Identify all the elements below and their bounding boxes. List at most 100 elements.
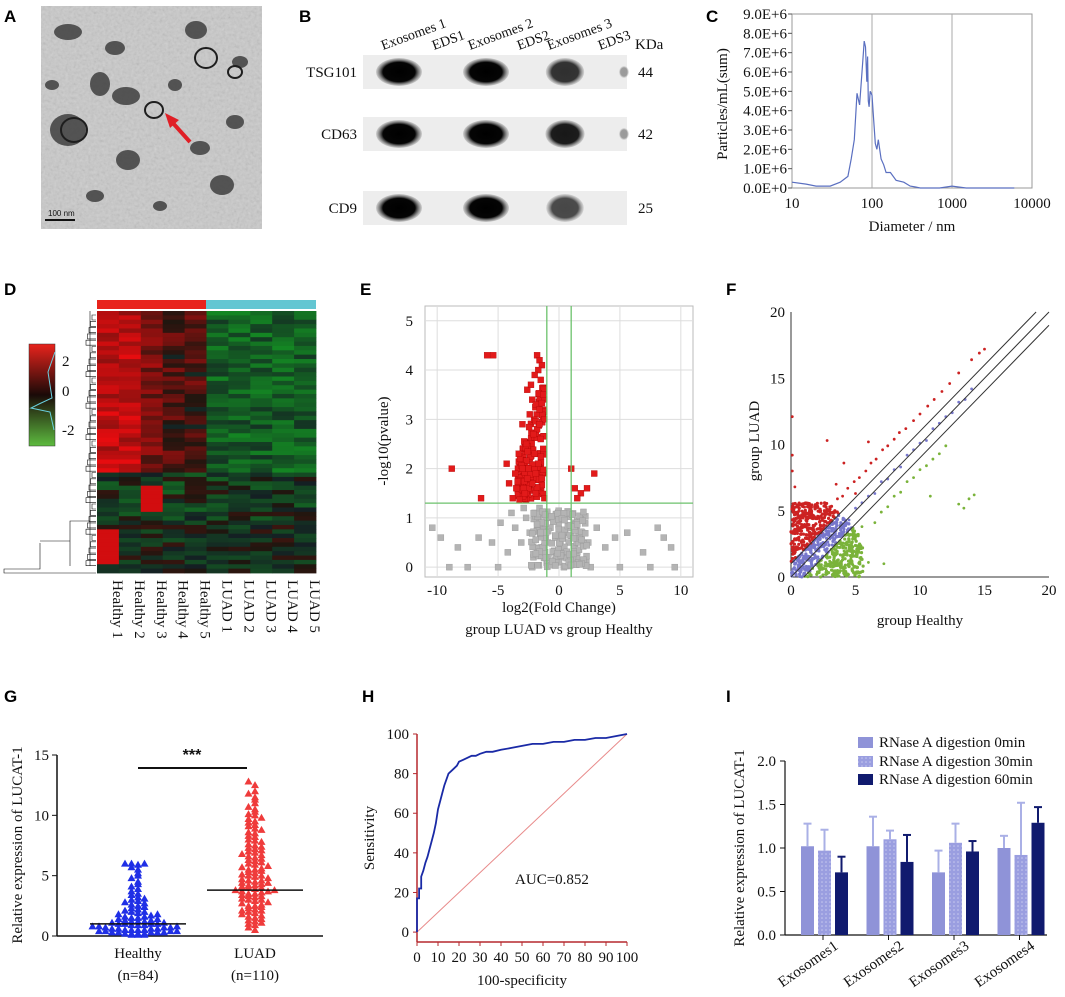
heatmap-cell — [272, 481, 295, 487]
heatmap-cell — [228, 359, 251, 364]
heatmap-cell — [206, 481, 229, 487]
color-key-tick: 2 — [62, 354, 70, 370]
heatmap-cell — [97, 411, 120, 417]
volcano-point-ns — [522, 514, 530, 522]
y-tick-label: 100 — [387, 727, 410, 743]
y-tick-label: 10 — [770, 438, 785, 454]
scatter-dense-point — [805, 502, 810, 506]
panel-g-letter: G — [4, 687, 17, 706]
scatter-point-neutral — [854, 506, 857, 510]
heatmap-cell — [162, 380, 185, 386]
scatter-dense-point — [838, 545, 842, 549]
heatmap-cell — [250, 424, 273, 430]
heatmap-cell — [162, 524, 185, 530]
dot-luad — [257, 918, 266, 926]
heatmap-cell — [228, 332, 251, 338]
scatter-dense-point — [801, 511, 806, 515]
sample-label: LUAD 5 — [306, 580, 322, 633]
scatter-point-up — [846, 486, 850, 490]
scatter-dense-point — [825, 530, 829, 535]
scatter-dense-point — [819, 514, 823, 518]
scatter-point-down — [879, 510, 883, 514]
scatter-dense-point — [839, 528, 843, 532]
heatmap-cell — [140, 529, 164, 535]
heatmap-cell — [184, 442, 207, 447]
volcano-point-ns — [574, 521, 581, 528]
volcano-point-ns — [537, 529, 544, 536]
scatter-point-up — [940, 390, 944, 393]
heatmap-cell — [228, 520, 251, 526]
scatter-point-up — [823, 519, 826, 523]
scatter-dense-point — [834, 521, 838, 525]
heatmap-cell — [140, 311, 164, 316]
dot-luad — [238, 894, 246, 902]
dot-luad — [238, 899, 246, 907]
dendrogram-branch — [88, 421, 96, 428]
heatmap-cell — [250, 345, 273, 351]
color-key-density — [29, 351, 56, 431]
scatter-point-down — [824, 567, 828, 571]
volcano-point-sig — [538, 475, 546, 482]
volcano-point-sig — [571, 485, 578, 492]
scatter-dense-point — [800, 523, 804, 527]
scatter-point-up — [912, 419, 915, 423]
heatmap-cell — [97, 389, 120, 395]
heatmap-cell — [162, 324, 185, 329]
dot-healthy — [127, 925, 136, 933]
heatmap-cell — [184, 481, 207, 487]
kda-header: KDa — [635, 37, 664, 53]
volcano-point-sig — [583, 485, 591, 492]
y-tick-label: 4 — [406, 363, 414, 379]
y-tick-label: 0.0 — [757, 928, 776, 944]
scatter-point-up — [881, 448, 884, 452]
x-tick-label: 60 — [536, 950, 551, 966]
nta-series-line — [791, 40, 1015, 189]
dendrogram-branch — [88, 358, 96, 365]
volcano-point-sig — [539, 466, 547, 473]
protein-label: TSG101 — [306, 65, 357, 81]
volcano-point-ns — [580, 508, 587, 516]
scatter-point-down — [962, 506, 966, 510]
sample-label: LUAD 4 — [284, 580, 300, 633]
heatmap-cell — [294, 332, 317, 338]
heatmap-cell — [97, 385, 120, 390]
heatmap-cell — [162, 337, 185, 342]
heatmap-cell — [162, 363, 185, 369]
heatmap-cell — [294, 559, 317, 565]
heatmap-cell — [184, 398, 207, 404]
volcano-point-ns — [647, 563, 654, 571]
heatmap-cell — [228, 559, 251, 565]
scatter-dense-point — [811, 528, 815, 532]
dot-luad — [251, 787, 259, 795]
volcano-point-ns — [475, 534, 482, 541]
scatter-dense-point — [797, 503, 801, 507]
scatter-point-up — [892, 437, 896, 441]
scatter-dense-point — [791, 556, 795, 561]
blot-band — [619, 128, 629, 140]
dot-healthy — [153, 924, 162, 932]
scatter-dense-point — [819, 563, 823, 567]
heatmap-cell — [118, 524, 142, 530]
heatmap-cell — [206, 380, 229, 386]
heatmap-cell — [228, 490, 251, 495]
heatmap-cell — [206, 455, 229, 460]
heatmap-cell — [228, 363, 251, 369]
x-tick-label: 10 — [785, 196, 800, 212]
volcano-point-ns — [446, 563, 453, 571]
volcano-point-ns — [530, 509, 537, 517]
dendrogram-branch — [91, 377, 96, 384]
heatmap-cell — [272, 424, 295, 430]
heatmap-cell — [294, 533, 317, 539]
bar — [818, 850, 831, 935]
heatmap-cell — [250, 533, 273, 539]
bar — [949, 842, 962, 935]
dot-luad — [238, 863, 246, 871]
dot-luad — [251, 824, 259, 832]
heatmap-cell — [162, 485, 185, 491]
panel-f: F 0 5 10 15 20 0 5 10 15 20 group Healthy group LUA… — [726, 280, 1057, 629]
dot-luad — [251, 872, 259, 880]
y-tick-label: 2.0E+6 — [743, 142, 787, 158]
heatmap-cell — [140, 437, 164, 443]
heatmap-cell — [294, 415, 317, 421]
scatter-dense-point — [816, 540, 820, 544]
